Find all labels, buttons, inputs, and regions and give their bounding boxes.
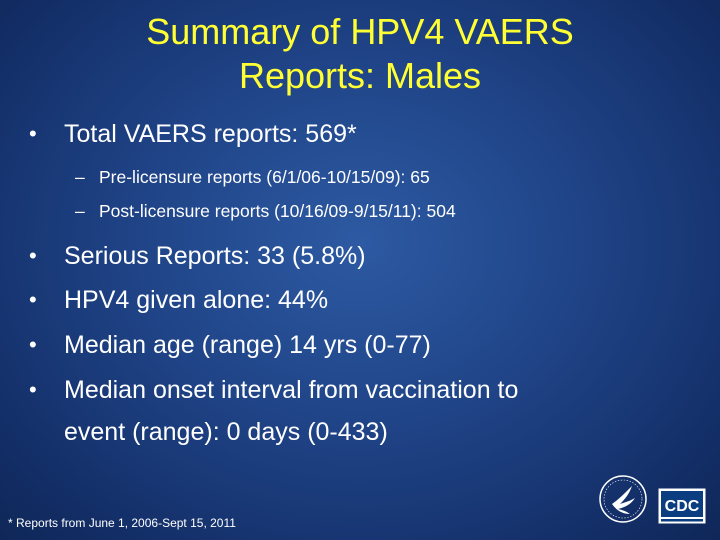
- hhs-eagle-icon: [599, 475, 647, 523]
- bullet-text: Serious Reports: 33 (5.8%): [64, 242, 366, 270]
- slide-title-line-1: Summary of HPV4 VAERS: [146, 11, 574, 52]
- sub-bullet-text: Pre-licensure reports (6/1/06-10/15/09):…: [99, 167, 430, 187]
- sub-bullet-marker: –: [75, 167, 85, 187]
- sub-bullet-text: Post-licensure reports (10/16/09-9/15/11…: [99, 201, 456, 221]
- slide-title-line-2: Reports: Males: [238, 55, 482, 96]
- bullet-marker: •: [29, 332, 37, 357]
- sub-bullet-marker: –: [75, 201, 85, 221]
- slide-title: Summary of HPV4 VAERS Reports: Males: [0, 10, 720, 98]
- bullet-text: Median age (range) 14 yrs (0-77): [64, 331, 431, 359]
- bullet-marker: •: [29, 243, 37, 268]
- bullet-continuation-text: event (range): 0 days (0-433): [64, 418, 388, 446]
- bullet-text: Median onset interval from vaccination t…: [64, 376, 519, 404]
- footnote: * Reports from June 1, 2006-Sept 15, 201…: [8, 516, 236, 530]
- bullet-text: HPV4 given alone: 44%: [64, 286, 329, 314]
- bullet-marker: •: [29, 287, 37, 312]
- bullet-text: Total VAERS reports: 569*: [64, 120, 357, 148]
- bullet-marker: •: [29, 121, 37, 146]
- bullet-marker: •: [29, 377, 37, 402]
- cdc-logo-icon: CDC: [658, 488, 706, 524]
- cdc-logo-text: CDC: [665, 498, 700, 515]
